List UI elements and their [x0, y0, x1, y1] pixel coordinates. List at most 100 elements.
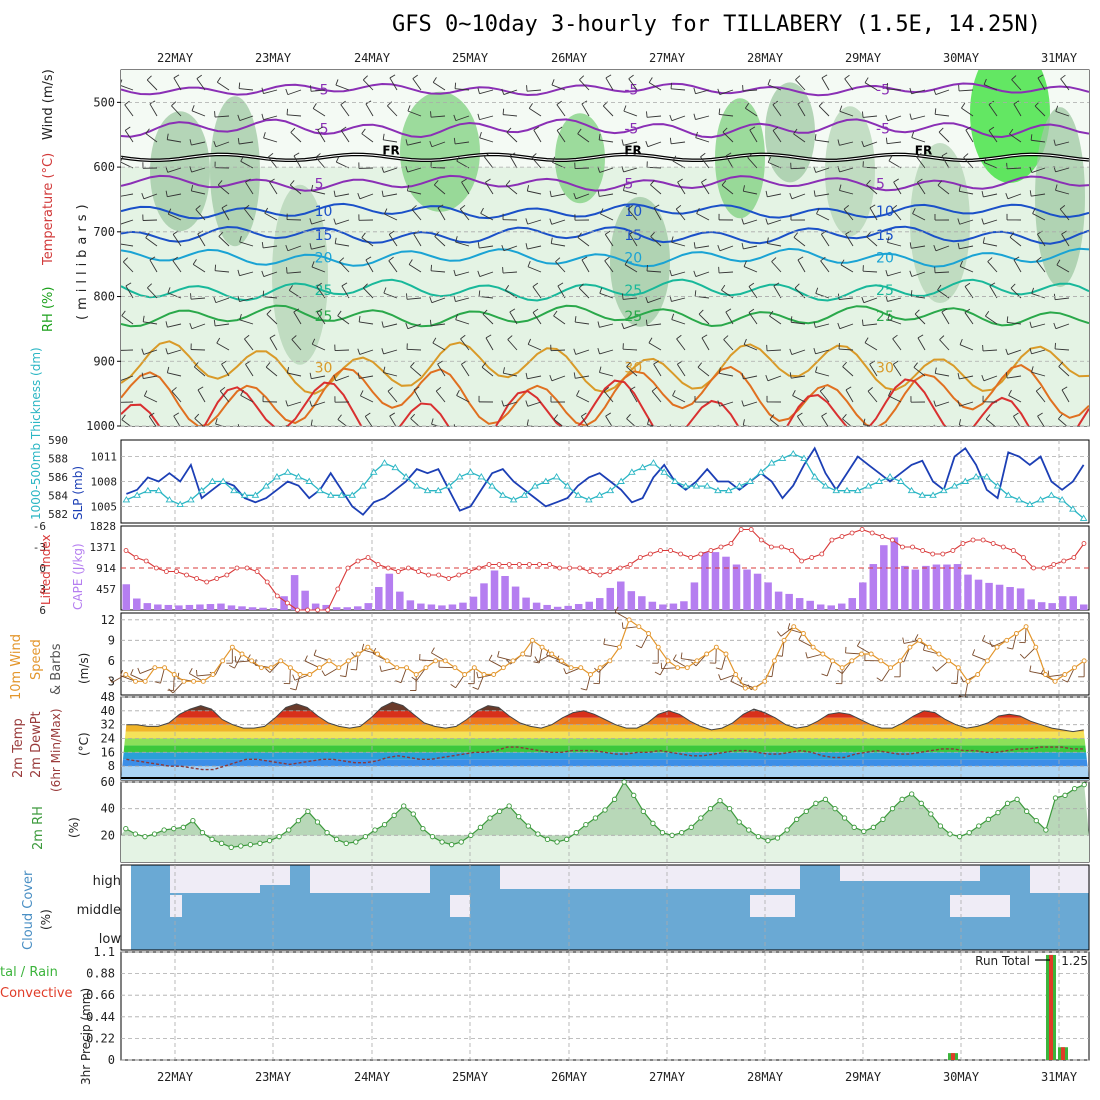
wind-barb-flag	[553, 414, 559, 420]
wind-barb	[551, 193, 566, 198]
wind10m-label-3: & Barbs	[49, 643, 64, 695]
wind-barb-flag	[813, 321, 816, 328]
wind-barb-flag	[526, 419, 529, 426]
wind-barb	[748, 312, 758, 325]
wind-barb	[671, 319, 686, 325]
wind-barb-flag	[166, 366, 170, 373]
wind-barb-flag	[382, 366, 386, 373]
wind-barb-flag	[357, 348, 361, 355]
wind-barb-flag	[525, 243, 528, 250]
wind-barb	[311, 401, 326, 407]
rh-point	[458, 839, 464, 845]
wind-barb	[197, 233, 206, 247]
rh2m-label-2: (%)	[67, 817, 81, 838]
cape-bar	[217, 603, 225, 610]
wind-barb	[791, 375, 806, 379]
wind-barb	[887, 318, 902, 325]
thickness-point	[122, 496, 131, 503]
wind-barb	[361, 133, 374, 143]
thickness-point	[402, 473, 410, 480]
wind-barb-flag	[741, 372, 744, 379]
wind-barb-flag	[189, 166, 193, 173]
wind-barb-flag	[472, 686, 479, 690]
wind-speed-point	[723, 651, 729, 657]
thickness-point	[466, 468, 475, 475]
li-point	[295, 607, 300, 613]
wind-barb	[815, 323, 830, 328]
wind-barb	[269, 181, 278, 195]
wind-barb-flag	[265, 362, 271, 368]
wind-speed-point	[558, 658, 564, 664]
wind-barb	[121, 219, 134, 225]
wind-barb	[767, 84, 782, 91]
wind-speed-point	[152, 665, 158, 671]
li-point	[133, 555, 139, 560]
wind-barb	[623, 190, 638, 195]
rh-point	[247, 842, 254, 848]
wind-barb-flag	[959, 338, 963, 345]
wind-barb-flag	[747, 684, 752, 690]
wind-barb	[455, 141, 470, 145]
wind-barb	[725, 311, 734, 325]
fr-label: FR	[624, 143, 641, 157]
cape-bar	[322, 604, 330, 610]
wind-barb-flag	[309, 218, 313, 225]
wind-barb-flag	[957, 218, 961, 225]
li-point	[617, 565, 623, 571]
wind-barb-flag	[240, 155, 244, 162]
rh-point	[305, 808, 311, 814]
wind-barb	[893, 181, 902, 195]
cape-bar	[585, 601, 593, 610]
wind-barb-flag	[337, 310, 342, 317]
wind-barb	[551, 375, 566, 382]
wind-barb-flag	[237, 114, 241, 121]
wind-barb-flag	[717, 88, 721, 95]
wind-barb-flag	[603, 638, 606, 645]
wind-barb-flag	[478, 290, 481, 297]
wind-speed-point	[1081, 658, 1087, 664]
li-point	[456, 572, 462, 578]
wind-barb	[437, 363, 446, 377]
wind-barb	[964, 312, 974, 325]
wind-barb-flag	[192, 259, 197, 265]
li-point	[537, 562, 542, 567]
wind-barb	[147, 287, 158, 299]
wind-barb	[604, 234, 614, 247]
wind-barb	[173, 77, 182, 91]
li-point	[325, 607, 331, 613]
day-label-bottom: 28MAY	[747, 1070, 784, 1084]
wind-speed-point	[965, 678, 971, 684]
thickness-point	[477, 473, 486, 480]
wind-barb	[167, 323, 182, 328]
wind-barb-flag	[216, 337, 221, 344]
wind-barb-flag	[431, 418, 434, 425]
wind-barb-flag	[815, 366, 818, 373]
cloud-label-2: (%)	[39, 909, 53, 930]
wind-barb	[844, 78, 854, 91]
wind-barb-flag	[218, 231, 224, 237]
wind-speed-point	[859, 651, 864, 657]
wind-barb	[335, 84, 350, 91]
wind-barb	[743, 219, 758, 225]
thickness-point	[456, 473, 464, 480]
thickness-point	[305, 477, 314, 484]
wind-barb-flag	[460, 334, 466, 340]
rh-point	[410, 811, 416, 817]
li-point	[1010, 548, 1016, 553]
li-point	[607, 569, 613, 574]
wind-barb	[503, 245, 518, 252]
cape-bar	[1016, 588, 1025, 610]
rh-point	[1071, 786, 1078, 792]
cape-bar	[816, 604, 825, 610]
wind10m-label-4: (m/s)	[77, 653, 91, 684]
rh-point	[583, 822, 589, 828]
wind-barb	[586, 674, 591, 691]
li-point	[809, 555, 815, 560]
wind-barb	[340, 104, 350, 117]
wind-barb	[671, 297, 686, 302]
wind-barb	[263, 296, 278, 299]
wind-barb-flag	[335, 79, 339, 86]
wind-barb	[556, 104, 566, 117]
day-label-top: 22MAY	[157, 51, 194, 65]
wind-barb	[121, 193, 134, 197]
